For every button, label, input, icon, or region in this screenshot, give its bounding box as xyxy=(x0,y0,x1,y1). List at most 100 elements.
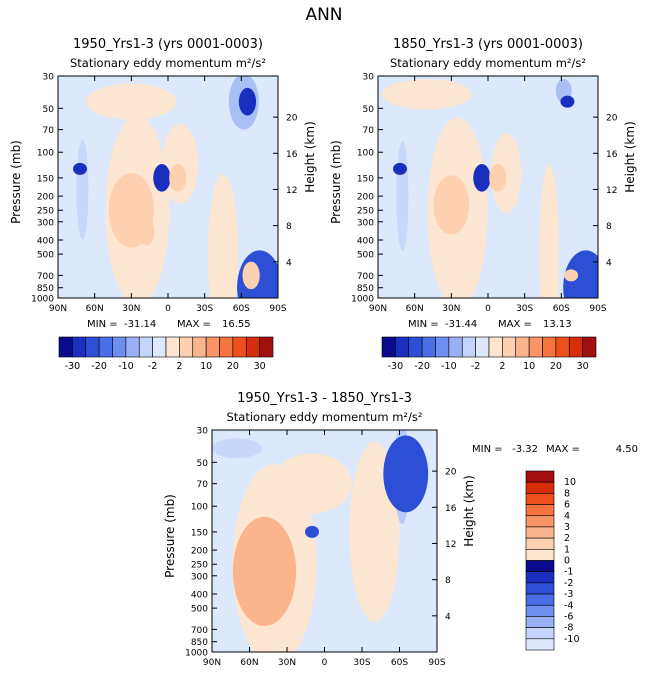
panel-title: 1950_Yrs1-3 (yrs 0001-0003) xyxy=(73,37,263,52)
colorbar-label: 2 xyxy=(176,361,182,372)
contour-band-1 xyxy=(272,453,352,514)
y-tick-label: 400 xyxy=(191,590,208,600)
y2-tick-label: 16 xyxy=(286,150,298,160)
y-tick-label: 1000 xyxy=(351,295,374,305)
colorbar-label: 20 xyxy=(227,361,239,372)
colorbar-box xyxy=(435,336,450,358)
colorbar-box xyxy=(421,336,436,358)
y2-tick-label: 12 xyxy=(445,540,456,550)
feature-6-level-1 xyxy=(564,269,579,282)
x-tick-label: 30N xyxy=(442,304,460,314)
colorbar-label: -2 xyxy=(148,361,157,372)
contour-band-1 xyxy=(381,79,472,110)
figure-title: ANN xyxy=(305,5,342,25)
x-tick-label: 30S xyxy=(353,658,370,668)
min-value: -31.14 xyxy=(124,319,156,330)
colorbar-box xyxy=(381,336,396,358)
min-value: -31.44 xyxy=(445,319,477,330)
panel-subtitle: Stationary eddy momentum m²/s² xyxy=(226,410,422,424)
colorbar-box xyxy=(542,336,557,358)
y-tick-label: 150 xyxy=(191,528,208,538)
min-label: MIN = xyxy=(408,319,439,330)
y-tick-label: 200 xyxy=(37,193,54,203)
colorbar-label: -2 xyxy=(471,361,480,372)
colorbar-box xyxy=(525,627,555,640)
panel-p3: 90N 60N 30N 0 30S 60S 90S305070100150200250300… xyxy=(163,391,638,668)
colorbar-box xyxy=(525,504,555,517)
colorbar-box xyxy=(152,336,167,358)
y-tick-label: 300 xyxy=(357,218,374,228)
y-tick-label: 70 xyxy=(43,126,55,136)
y2-tick-label: 16 xyxy=(606,150,618,160)
colorbar-label: -1 xyxy=(564,567,573,578)
colorbar-label: 30 xyxy=(254,361,266,372)
max-value: 13.13 xyxy=(543,319,572,330)
contour-band-3 xyxy=(539,164,560,298)
colorbar-label: -6 xyxy=(564,611,573,622)
y2-tick-label: 4 xyxy=(286,258,292,268)
y-tick-label: 400 xyxy=(37,236,54,246)
max-value: 4.50 xyxy=(616,444,638,455)
y-tick-label: 100 xyxy=(357,149,374,159)
feature-4-level-1 xyxy=(560,95,575,108)
panel-p1: 90N 60N 30N 0 30S 60S 90S 30 50 70 100 150 200 250300… xyxy=(9,37,317,372)
feature-5-level-1 xyxy=(238,87,257,116)
y-tick-label: 1000 xyxy=(31,295,54,305)
panel-title: 1950_Yrs1-3 - 1850_Yrs1-3 xyxy=(237,391,412,406)
colorbar-box xyxy=(245,336,260,358)
colorbar-box xyxy=(582,336,597,358)
colorbar-box xyxy=(125,336,140,358)
colorbar-box xyxy=(568,336,583,358)
y-axis-label: Pressure (mb) xyxy=(329,140,343,224)
colorbar-label: 20 xyxy=(550,361,562,372)
y-tick-label: 150 xyxy=(357,174,374,184)
colorbar-label: -10 xyxy=(564,634,580,645)
colorbar-box xyxy=(525,616,555,628)
x-tick-label: 90N xyxy=(203,658,221,668)
y-tick-label: 150 xyxy=(37,174,54,184)
y2-tick-label: 12 xyxy=(286,186,297,196)
colorbar-box xyxy=(179,336,194,358)
contour-field xyxy=(212,430,437,652)
y-tick-label: 200 xyxy=(191,547,208,557)
colorbar-box xyxy=(192,336,207,358)
x-tick-label: 60S xyxy=(391,658,408,668)
y2-tick-label: 8 xyxy=(606,222,612,232)
feature-1-level-1 xyxy=(255,553,282,598)
feature-4-level-1 xyxy=(73,162,87,175)
panel-p2: 90N 60N 30N 0 30S 60S 90S 30 50 70 100 150 200 250300… xyxy=(329,37,637,372)
max-label: MAX = xyxy=(546,444,580,455)
min-label: MIN = xyxy=(472,444,503,455)
colorbar-box xyxy=(528,336,543,358)
y-tick-label: 200 xyxy=(357,193,374,203)
colorbar-box xyxy=(525,638,555,651)
feature-3-level-1 xyxy=(383,435,429,513)
x-tick-label: 90S xyxy=(428,658,445,668)
feature-2-level-1 xyxy=(489,164,507,192)
colorbar-box xyxy=(525,481,555,494)
colorbar-box xyxy=(205,336,220,358)
colorbar-label: 2 xyxy=(499,361,505,372)
colorbar-box xyxy=(525,604,555,617)
y-tick-label: 50 xyxy=(363,105,375,115)
y-tick-label: 700 xyxy=(37,272,54,282)
colorbar-box xyxy=(72,336,87,358)
contour-field xyxy=(378,76,598,298)
y-tick-label: 30 xyxy=(363,73,375,83)
colorbar-label: 1 xyxy=(564,544,570,555)
x-tick-label: 0 xyxy=(485,304,491,314)
x-tick-label: 0 xyxy=(165,304,171,314)
x-tick-label: 60S xyxy=(553,304,570,314)
y-tick-label: 250 xyxy=(37,207,54,217)
colorbar-label: 6 xyxy=(564,500,570,511)
colorbar-label: -4 xyxy=(564,600,573,611)
colorbar-box xyxy=(525,526,555,539)
colorbar-box xyxy=(525,582,555,595)
colorbar-box xyxy=(395,336,410,358)
colorbar-box xyxy=(502,336,517,358)
y-tick-label: 850 xyxy=(357,284,374,294)
colorbar-box xyxy=(525,493,555,505)
y-tick-label: 50 xyxy=(43,105,55,115)
colorbar-box xyxy=(58,336,73,358)
contour-band-3 xyxy=(212,438,262,459)
